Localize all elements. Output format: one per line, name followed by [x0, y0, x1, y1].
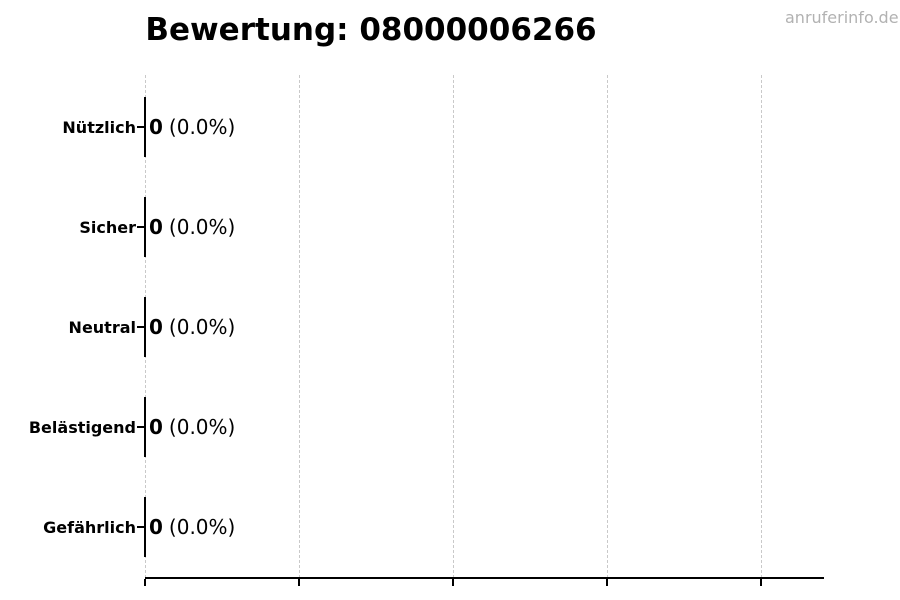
- bar-row: Sicher 0 (0.0%): [0, 177, 900, 277]
- value-label: 0 (0.0%): [149, 277, 235, 377]
- zero-value-bar: [144, 297, 146, 357]
- value-percent: (0.0%): [168, 215, 236, 239]
- value-count: 0: [149, 115, 163, 139]
- zero-value-bar: [144, 397, 146, 457]
- bar-row: Gefährlich 0 (0.0%): [0, 477, 900, 577]
- value-label: 0 (0.0%): [149, 177, 235, 277]
- value-label: 0 (0.0%): [149, 77, 235, 177]
- x-axis-tick: [298, 579, 300, 586]
- y-axis-tick: [137, 426, 144, 428]
- gridline: [761, 75, 762, 578]
- x-axis-line: [145, 577, 824, 579]
- category-label: Neutral: [68, 317, 136, 337]
- bar-row: Belästigend 0 (0.0%): [0, 377, 900, 477]
- x-axis-tick: [144, 579, 146, 586]
- value-label: 0 (0.0%): [149, 477, 235, 577]
- zero-value-bar: [144, 197, 146, 257]
- value-percent: (0.0%): [168, 115, 236, 139]
- y-axis-tick: [137, 526, 144, 528]
- zero-value-bar: [144, 497, 146, 557]
- value-count: 0: [149, 315, 163, 339]
- value-percent: (0.0%): [168, 315, 236, 339]
- y-axis-tick: [137, 226, 144, 228]
- value-label: 0 (0.0%): [149, 377, 235, 477]
- x-axis-tick: [760, 579, 762, 586]
- zero-value-bar: [144, 97, 146, 157]
- value-percent: (0.0%): [168, 515, 236, 539]
- gridline: [453, 75, 454, 578]
- watermark: anruferinfo.de: [785, 8, 899, 27]
- category-label: Belästigend: [28, 417, 136, 437]
- category-label: Sicher: [79, 217, 136, 237]
- bar-row: Nützlich 0 (0.0%): [0, 77, 900, 177]
- value-percent: (0.0%): [168, 415, 236, 439]
- y-axis-tick: [137, 326, 144, 328]
- value-count: 0: [149, 415, 163, 439]
- y-axis-tick: [137, 126, 144, 128]
- value-count: 0: [149, 515, 163, 539]
- x-axis-tick: [452, 579, 454, 586]
- gridline: [607, 75, 608, 578]
- gridline: [299, 75, 300, 578]
- x-axis-tick: [606, 579, 608, 586]
- category-label: Nützlich: [62, 117, 136, 137]
- category-label: Gefährlich: [43, 517, 136, 537]
- value-count: 0: [149, 215, 163, 239]
- chart-title: Bewertung: 08000006266: [145, 12, 597, 48]
- bar-row: Neutral 0 (0.0%): [0, 277, 900, 377]
